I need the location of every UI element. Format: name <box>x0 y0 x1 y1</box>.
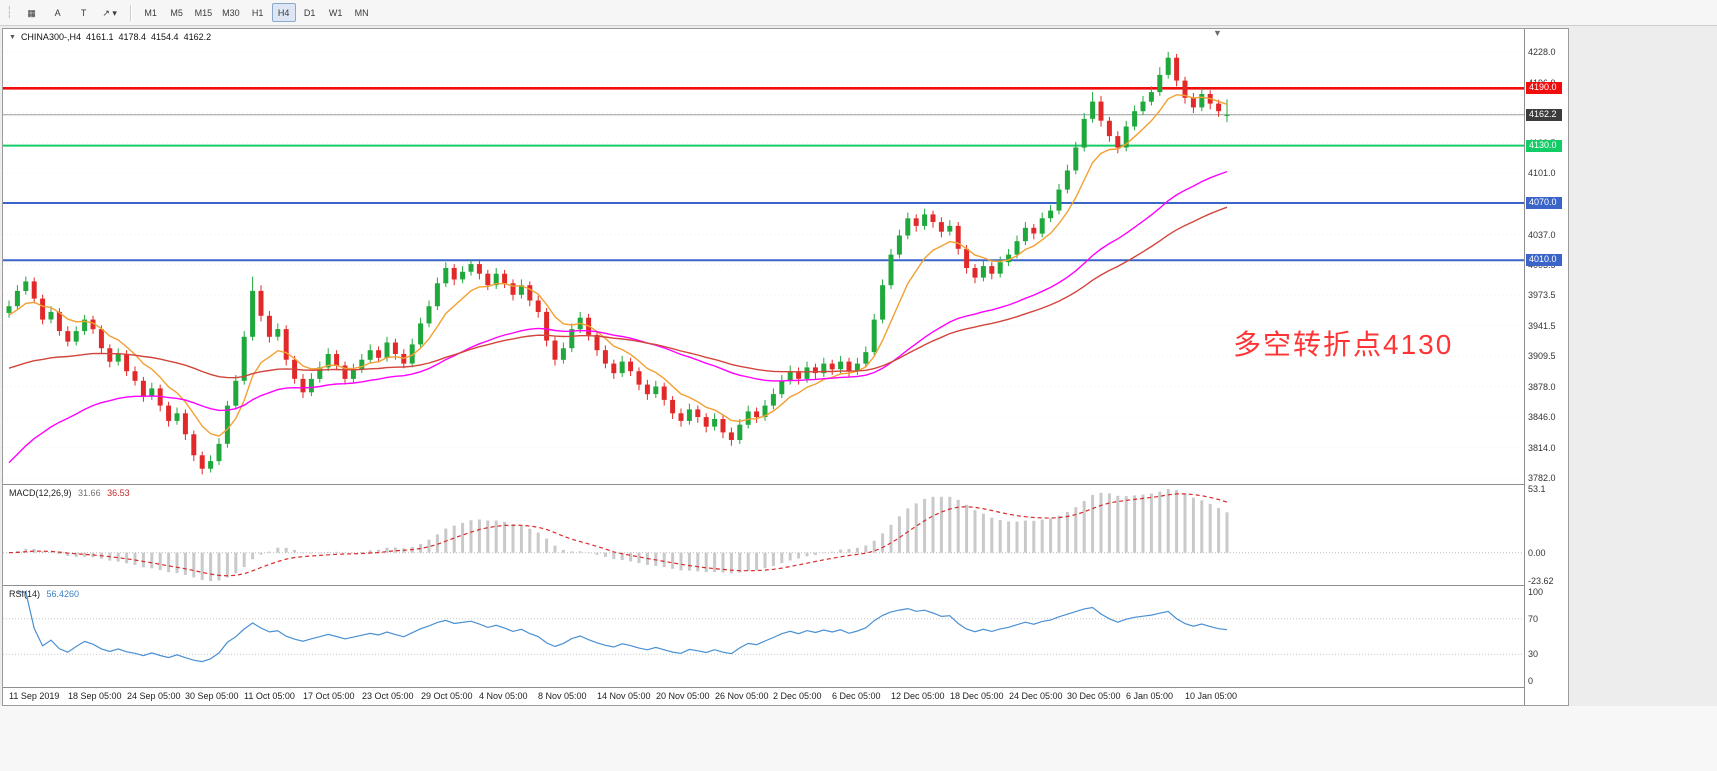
time-axis-label: 8 Nov 05:00 <box>538 691 587 701</box>
timeframe-button-M15[interactable]: M15 <box>194 7 213 18</box>
price-tick-label: 4037.0 <box>1528 230 1556 240</box>
time-axis-label: 23 Oct 05:00 <box>362 691 414 701</box>
time-axis-label: 6 Jan 05:00 <box>1126 691 1174 701</box>
timeframe-button-W1[interactable]: W1 <box>328 7 343 18</box>
time-axis-label: 4 Nov 05:00 <box>479 691 528 701</box>
price-tick-label: 3973.5 <box>1528 290 1556 300</box>
rsi-label: RSI(14) <box>9 589 41 599</box>
chart-ohlc-line: ▼ CHINA300-,H4 4161.1 4178.4 4154.4 4162… <box>9 32 211 42</box>
timeframe-button-D1[interactable]: D1 <box>303 7 316 18</box>
price-tick-label: 4101.0 <box>1528 168 1556 178</box>
time-axis-label: 11 Sep 2019 <box>9 691 60 701</box>
price-flag-4162.2: 4162.2 <box>1526 109 1562 121</box>
price-flag-4130.0: 4130.0 <box>1526 140 1562 152</box>
ma-slow-red-line[interactable] <box>8 206 1228 379</box>
price-panel[interactable]: ▼ CHINA300-,H4 4161.1 4178.4 4154.4 4162… <box>3 29 1524 484</box>
timeframe-button-M1[interactable]: M1 <box>144 7 157 18</box>
time-axis-label: 6 Dec 05:00 <box>832 691 881 701</box>
price-tick-label: 3782.0 <box>1528 473 1556 483</box>
time-axis-label: 26 Nov 05:00 <box>715 691 769 701</box>
price-flag-4070.0: 4070.0 <box>1526 197 1562 209</box>
toolbar-grip[interactable]: ┆ <box>6 7 13 19</box>
time-axis-label: 10 Jan 05:00 <box>1185 691 1238 701</box>
arrow-draw-tool-icon[interactable]: ↗ ▾ <box>102 7 117 18</box>
quote-low: 4154.4 <box>151 32 179 42</box>
macd-value-signal: 36.53 <box>107 488 130 498</box>
macd-label-line: MACD(12,26,9) 31.66 36.53 <box>9 488 134 498</box>
time-axis-label: 20 Nov 05:00 <box>656 691 710 701</box>
price-flag-4010.0: 4010.0 <box>1526 254 1562 266</box>
status-strip <box>0 706 1717 771</box>
macd-tick-label: 53.1 <box>1528 484 1546 494</box>
text-t-tool-icon[interactable]: T <box>80 7 87 18</box>
price-tick-label: 3814.0 <box>1528 443 1556 453</box>
price-tick-label: 4228.0 <box>1528 47 1556 57</box>
macd-tick-label: 0.00 <box>1528 548 1546 558</box>
macd-tick-label: -23.62 <box>1528 576 1554 586</box>
price-tick-label: 3846.0 <box>1528 412 1556 422</box>
time-axis-label: 30 Dec 05:00 <box>1067 691 1121 701</box>
rsi-tick-label: 70 <box>1528 614 1539 624</box>
quote-open: 4161.1 <box>85 32 114 42</box>
rsi-label-line: RSI(14) 56.4260 <box>9 589 83 599</box>
time-axis-label: 14 Nov 05:00 <box>597 691 651 701</box>
price-flag-4190.0: 4190.0 <box>1526 82 1562 94</box>
time-axis-label: 24 Dec 05:00 <box>1009 691 1063 701</box>
macd-canvas[interactable] <box>3 485 1524 585</box>
macd-value-main: 31.66 <box>78 488 101 498</box>
macd-histogram <box>7 489 1229 581</box>
price-tick-label: 3878.0 <box>1528 382 1556 392</box>
time-axis-label: 18 Sep 05:00 <box>68 691 122 701</box>
macd-panel[interactable]: MACD(12,26,9) 31.66 36.53 <box>3 484 1524 585</box>
price-tick-label: 3941.5 <box>1528 321 1556 331</box>
rsi-tick-label: 100 <box>1528 587 1544 597</box>
timeframe-button-M5[interactable]: M5 <box>170 7 183 18</box>
time-axis-label: 2 Dec 05:00 <box>773 691 822 701</box>
timeframe-button-H1[interactable]: H1 <box>251 7 264 18</box>
macd-signal-line <box>8 493 1228 577</box>
annotation-text: 多空转折点4130 <box>1233 329 1454 360</box>
chart-window: ▼ CHINA300-,H4 4161.1 4178.4 4154.4 4162… <box>2 28 1569 706</box>
time-axis-label: 12 Dec 05:00 <box>891 691 945 701</box>
price-chart-canvas[interactable] <box>3 29 1524 484</box>
time-axis-label: 30 Sep 05:00 <box>185 691 239 701</box>
time-axis-label: 17 Oct 05:00 <box>303 691 355 701</box>
rsi-value: 56.4260 <box>46 589 80 599</box>
rsi-line <box>17 591 1228 663</box>
price-axis[interactable]: 3782.0 3814.0 3846.0 3878.0 3909.5 3941.5 3973… <box>1524 29 1568 705</box>
rsi-panel[interactable]: RSI(14) 56.4260 <box>3 585 1524 687</box>
ma-fast-orange-line[interactable] <box>8 94 1228 437</box>
rsi-tick-label: 0 <box>1528 676 1534 686</box>
text-a-tool-icon[interactable]: A <box>54 7 61 18</box>
toolbar-separator <box>129 4 131 21</box>
candles-layer <box>6 51 1230 475</box>
time-axis-label: 11 Oct 05:00 <box>244 691 295 701</box>
ma-mid-magenta-line[interactable] <box>8 170 1228 464</box>
toolbar: ┆ ▦ A T ↗ ▾ M1 M5 M15 M30 H1 H4 D1 W1 MN <box>0 0 1717 26</box>
quote-high: 4178.4 <box>118 32 147 42</box>
timeframe-button-M30[interactable]: M30 <box>222 7 240 18</box>
rsi-canvas[interactable] <box>3 586 1524 687</box>
time-axis-label: 18 Dec 05:00 <box>950 691 1004 701</box>
macd-label: MACD(12,26,9) <box>9 488 72 498</box>
symbol-menu-icon[interactable]: ▼ <box>9 33 16 41</box>
quote-close: 4162.2 <box>183 32 212 42</box>
price-tick-label: 3909.5 <box>1528 351 1556 361</box>
chart-shift-marker[interactable]: ▼ <box>1213 29 1222 38</box>
timeframe-button-MN[interactable]: MN <box>354 7 369 18</box>
time-axis-label: 29 Oct 05:00 <box>421 691 473 701</box>
timeframe-button-H4[interactable]: H4 <box>271 3 296 23</box>
rsi-tick-label: 30 <box>1528 649 1539 659</box>
time-axis-label: 24 Sep 05:00 <box>127 691 181 701</box>
time-axis[interactable]: 11 Sep 2019 18 Sep 05:00 24 Sep 05:00 30 Se… <box>3 687 1524 705</box>
symbol-timeframe: CHINA300-,H4 <box>20 32 81 42</box>
chart-window-tool-icon[interactable]: ▦ <box>27 7 36 18</box>
